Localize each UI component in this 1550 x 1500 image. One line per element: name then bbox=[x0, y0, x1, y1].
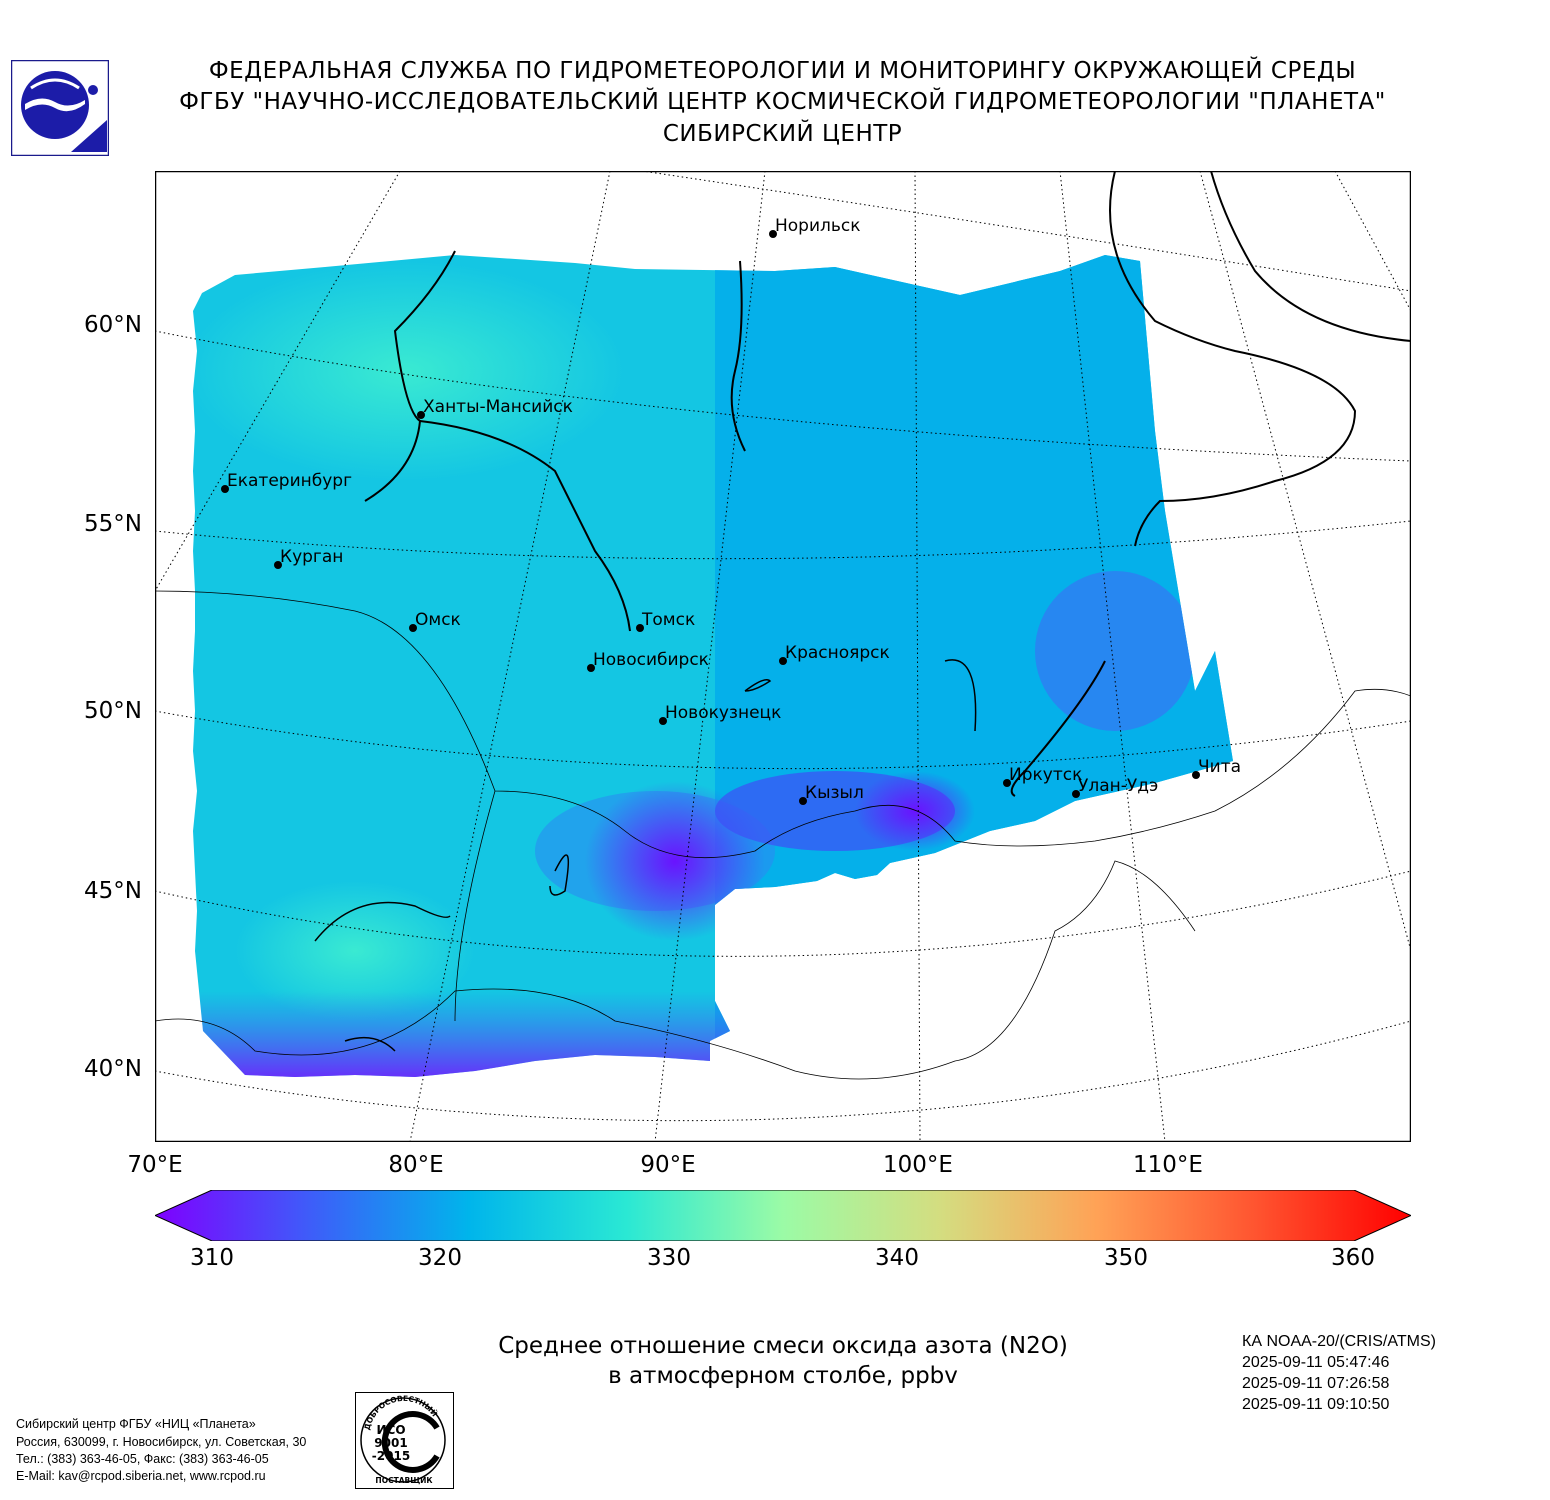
colorbar-tick-350: 350 bbox=[1104, 1245, 1148, 1271]
city-marker bbox=[587, 664, 595, 672]
colorbar-tick-320: 320 bbox=[418, 1245, 462, 1271]
city-label: Иркутск bbox=[1009, 765, 1082, 785]
planeta-logo-icon bbox=[11, 60, 109, 156]
city-label: Красноярск bbox=[785, 643, 890, 663]
rivers bbox=[364, 171, 1411, 797]
city-marker bbox=[1072, 790, 1080, 798]
city-marker bbox=[274, 561, 282, 569]
borders bbox=[155, 590, 1411, 1080]
city-marker bbox=[1192, 771, 1200, 779]
city-marker bbox=[799, 797, 807, 805]
satellite-name: КА NOAA-20/(CRIS/ATMS) bbox=[1242, 1333, 1436, 1350]
city-label: Ханты-Мансийск bbox=[423, 397, 573, 417]
footer-line-3: Тел.: (383) 363-46-05, Факс: (383) 363-4… bbox=[16, 1452, 269, 1466]
city-marker bbox=[779, 657, 787, 665]
city-label: Норильск bbox=[775, 216, 861, 236]
caption-line-2: в атмосферном столбе, ppbv bbox=[608, 1363, 958, 1389]
city-label: Новосибирск bbox=[593, 650, 709, 670]
city-label: Улан-Удэ bbox=[1078, 776, 1158, 796]
iso-line-1: ИСО bbox=[376, 1423, 405, 1437]
lat-label-55: 55°N bbox=[84, 511, 142, 537]
city-label: Курган bbox=[280, 547, 343, 567]
graticule bbox=[155, 171, 1411, 1142]
caption-line-1: Среднее отношение смеси оксида азота (N2… bbox=[498, 1333, 1068, 1359]
city-label: Екатеринбург bbox=[227, 471, 352, 491]
footer-line-4: E-Mail: kav@rcpod.siberia.net, www.rcpod… bbox=[16, 1469, 266, 1483]
lat-label-45: 45°N bbox=[84, 878, 142, 904]
header-line-1: ФЕДЕРАЛЬНАЯ СЛУЖБА ПО ГИДРОМЕТЕОРОЛОГИИ … bbox=[208, 58, 1357, 84]
city-marker bbox=[636, 624, 644, 632]
iso-line-3: -2015 bbox=[372, 1449, 410, 1463]
city-marker bbox=[769, 230, 777, 238]
city-label: Чита bbox=[1198, 757, 1241, 777]
lon-label-90: 90°E bbox=[640, 1152, 696, 1178]
lat-label-60: 60°N bbox=[84, 312, 142, 338]
iso-bottom-text: ПОСТАВЩИК bbox=[375, 1476, 433, 1485]
colorbar-tick-330: 330 bbox=[647, 1245, 691, 1271]
header-line-2: ФГБУ "НАУЧНО-ИССЛЕДОВАТЕЛЬСКИЙ ЦЕНТР КОС… bbox=[179, 89, 1386, 115]
lon-label-80: 80°E bbox=[388, 1152, 444, 1178]
lat-label-50: 50°N bbox=[84, 698, 142, 724]
iso-line-2: 9001 bbox=[374, 1436, 407, 1450]
colorbar bbox=[155, 1190, 1411, 1241]
city-label: Омск bbox=[415, 610, 461, 630]
header-line-3: СИБИРСКИЙ ЦЕНТР bbox=[662, 121, 903, 147]
lon-label-70: 70°E bbox=[127, 1152, 183, 1178]
city-marker bbox=[1003, 779, 1011, 787]
lon-label-100: 100°E bbox=[883, 1152, 953, 1178]
iso-certificate-badge: ДОБРОСОВЕСТНЫЙ ИСО 9001 -2015 ПОСТАВЩИК bbox=[355, 1392, 454, 1489]
city-marker bbox=[659, 717, 667, 725]
map-panel: Норильск Ханты-Мансийск Екатеринбург Курган… bbox=[155, 171, 1411, 1142]
colorbar-tick-360: 360 bbox=[1331, 1245, 1375, 1271]
city-label: Новокузнецк bbox=[665, 703, 781, 723]
colorbar-tick-310: 310 bbox=[190, 1245, 234, 1271]
satellite-time-2: 2025-09-11 07:26:58 bbox=[1242, 1375, 1390, 1392]
satellite-time-1: 2025-09-11 05:47:46 bbox=[1242, 1354, 1390, 1371]
satellite-time-3: 2025-09-11 09:10:50 bbox=[1242, 1396, 1390, 1413]
colorbar-tick-340: 340 bbox=[875, 1245, 919, 1271]
lon-label-110: 110°E bbox=[1133, 1152, 1203, 1178]
footer-line-2: Россия, 630099, г. Новосибирск, ул. Сове… bbox=[16, 1435, 307, 1449]
city-marker bbox=[417, 411, 425, 419]
city-label: Томск bbox=[641, 610, 695, 630]
lat-label-40: 40°N bbox=[84, 1056, 142, 1082]
city-marker bbox=[221, 485, 229, 493]
city-marker bbox=[409, 624, 417, 632]
lakes bbox=[314, 659, 977, 1052]
city-label: Кызыл bbox=[805, 783, 864, 803]
footer-line-1: Сибирский центр ФГБУ «НИЦ «Планета» bbox=[16, 1417, 256, 1431]
cities: Норильск Ханты-Мансийск Екатеринбург Курган… bbox=[221, 216, 1241, 805]
